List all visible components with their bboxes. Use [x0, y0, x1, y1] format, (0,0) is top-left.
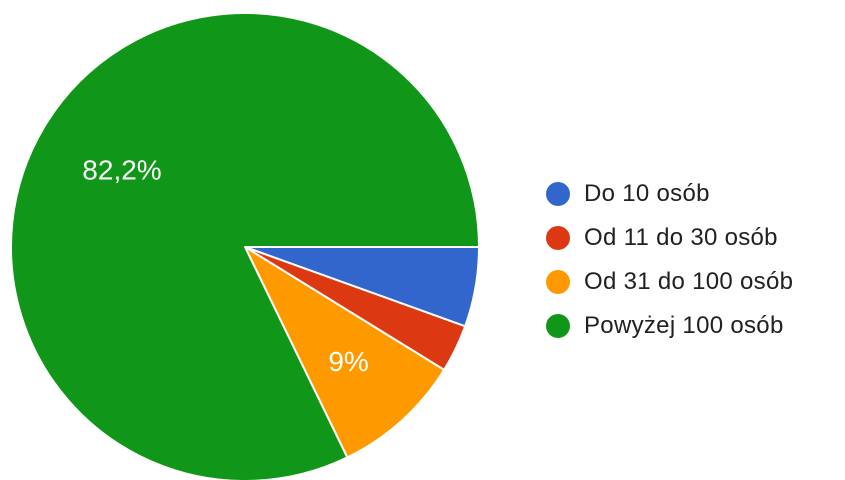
legend-swatch-do-10: [546, 182, 570, 206]
pie-label-powyzej-100-osob: 82,2%: [82, 155, 161, 186]
legend-label-do-10: Do 10 osób: [584, 180, 710, 207]
legend-item-do-10: Do 10 osób: [546, 172, 836, 216]
legend-item-od-31-do-100: Od 31 do 100 osób: [546, 260, 836, 304]
legend-label-od-11-do-30: Od 11 do 30 osób: [584, 224, 778, 251]
legend: Do 10 osób Od 11 do 30 osób Od 31 do 100…: [546, 172, 836, 348]
pie-chart: 9% 82,2%: [10, 12, 480, 480]
legend-label-od-31-do-100: Od 31 do 100 osób: [584, 268, 794, 295]
legend-label-powyzej-100: Powyżej 100 osób: [584, 312, 784, 339]
legend-item-od-11-do-30: Od 11 do 30 osób: [546, 216, 836, 260]
pie-label-od-31-do-100-osob: 9%: [328, 346, 368, 377]
pie-slice-powyzej-100-osob: [10, 12, 480, 480]
pie-slice-od-31-do-100-osob: [244, 246, 446, 459]
legend-swatch-od-31-do-100: [546, 270, 570, 294]
legend-swatch-powyzej-100: [546, 314, 570, 338]
legend-item-powyzej-100: Powyżej 100 osób: [546, 304, 836, 348]
legend-swatch-od-11-do-30: [546, 226, 570, 250]
